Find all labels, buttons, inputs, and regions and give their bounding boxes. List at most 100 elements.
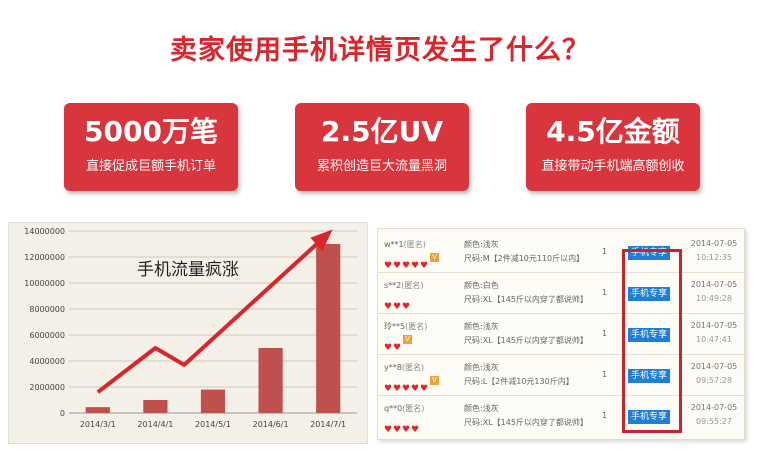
anonymous-label: (匿名) <box>401 281 424 290</box>
trend-arrow-head <box>310 229 333 252</box>
stat-card-amount: 4.5亿金额 直接带动手机端高额创收 <box>526 103 700 191</box>
order-row: y**8(匿名) ♥♥♥♥♥V 颜色:浅灰 尺码:L【2件减10元130斤内】 1 手机专… <box>378 356 746 396</box>
anonymous-label: (匿名) <box>403 240 426 249</box>
size-attr: 尺码:XL【145斤以内穿了都说帅】 <box>464 417 588 428</box>
stat-caption: 直接带动手机端高额创收 <box>541 159 685 174</box>
size-tag: 【2件减10元130斤内】 <box>487 377 574 386</box>
heart-icon: ♥ <box>402 384 411 394</box>
quantity: 1 <box>602 288 608 297</box>
y-tick-label: 0 <box>60 409 65 418</box>
heart-icon: ♥ <box>411 425 420 435</box>
order-row: s**2(匿名) ♥♥♥ 颜色:白色 尺码:XL【145斤以内穿了都说帅】 1 手机专享 2… <box>378 274 746 314</box>
mobile-exclusive-badge: 手机专享 <box>628 287 671 301</box>
order-date: 2014-07-05 <box>690 403 738 412</box>
order-date: 2014-07-05 <box>690 239 738 248</box>
buyer-credit: ♥♥♥♥♥V <box>384 253 439 271</box>
anonymous-label: (匿名) <box>402 404 425 413</box>
order-row: w**1(匿名) ♥♥♥♥♥V 颜色:浅灰 尺码:M【2件减10元110斤以内】 1 手机… <box>378 233 746 273</box>
bar <box>143 400 168 413</box>
heart-icon: ♥ <box>393 302 402 312</box>
color-attr: 颜色:浅灰 <box>464 322 499 331</box>
size-tag: 【2件减10元110斤以内】 <box>489 254 585 263</box>
size-attr: 尺码:XL【145斤以内穿了都说帅】 <box>464 335 588 346</box>
mobile-exclusive-highlight <box>622 249 682 433</box>
vip-icon: V <box>430 376 439 385</box>
buyer-credit: ♥♥♥ <box>384 294 411 312</box>
stat-value: 5000万笔 <box>84 115 218 148</box>
heart-icon: ♥ <box>384 261 393 271</box>
buyer-id: 玲**5 <box>384 322 406 331</box>
traffic-chart-svg: 0 2000000 4000000 6000000 8000000 10000000 120… <box>24 227 357 429</box>
mobile-exclusive-badge: 手机专享 <box>628 369 671 383</box>
anonymous-label: (匿名) <box>401 363 425 372</box>
stat-card-uv: 2.5亿UV 累积创造巨大流量黑洞 <box>295 103 469 191</box>
size-tag: 【145斤以内穿了都说帅】 <box>492 336 588 345</box>
size-label: 尺码:M <box>464 254 490 263</box>
stat-value: 2.5亿UV <box>320 115 443 148</box>
stat-caption: 累积创造巨大流量黑洞 <box>316 159 447 174</box>
x-tick-label: 2014/3/1 <box>80 420 116 429</box>
buyer-credit: ♥♥♥♥♥V <box>384 376 439 394</box>
heart-icon: ♥ <box>411 261 420 271</box>
size-label: 尺码:XL <box>464 295 493 304</box>
heart-icon: ♥ <box>420 261 429 271</box>
trend-arrow <box>96 232 330 394</box>
order-time: 09:57:28 <box>696 376 732 385</box>
heart-icon: ♥ <box>402 302 411 312</box>
size-label: 尺码:L <box>464 377 488 386</box>
heart-icon: ♥ <box>402 261 411 271</box>
buyer-id: s**2 <box>384 281 402 290</box>
x-tick-label: 2014/4/1 <box>137 420 173 429</box>
size-label: 尺码:XL <box>464 336 493 345</box>
size-attr: 尺码:L【2件减10元130斤内】 <box>464 376 574 387</box>
stat-card-orders: 5000万笔 直接促成巨额手机订单 <box>64 103 238 191</box>
traffic-chart: 0 2000000 4000000 6000000 8000000 10000000 120… <box>8 222 368 444</box>
y-tick-label: 6000000 <box>29 331 65 340</box>
buyer-id: w**1 <box>384 240 404 249</box>
bar <box>316 244 341 413</box>
order-date: 2014-07-05 <box>690 362 738 371</box>
vip-icon: V <box>430 253 439 262</box>
x-tick-label: 2014/6/1 <box>253 420 289 429</box>
quantity: 1 <box>602 247 608 256</box>
heart-icon: ♥ <box>393 343 402 353</box>
quantity: 1 <box>602 370 608 379</box>
heart-icon: ♥ <box>384 302 393 312</box>
size-attr: 尺码:XL【145斤以内穿了都说帅】 <box>464 294 588 305</box>
color-attr: 颜色:白色 <box>464 281 499 290</box>
heart-icon: ♥ <box>384 343 393 353</box>
size-attr: 尺码:M【2件减10元110斤以内】 <box>464 253 584 264</box>
y-tick-label: 4000000 <box>29 357 65 366</box>
order-time: 10:49:28 <box>696 294 732 303</box>
stat-value: 4.5亿金额 <box>546 115 680 148</box>
chart-annotation: 手机流量疯涨 <box>137 260 239 280</box>
mobile-exclusive-badge: 手机专享 <box>628 410 671 424</box>
bar <box>200 389 226 413</box>
buyer-name: s**2(匿名) <box>384 280 424 291</box>
order-time: 09:55:27 <box>696 417 732 426</box>
y-tick-label: 2000000 <box>29 383 65 392</box>
size-label: 尺码:XL <box>464 418 493 427</box>
mobile-exclusive-badge: 手机专享 <box>628 328 671 342</box>
order-time: 10:47:41 <box>696 335 732 344</box>
heart-icon: ♥ <box>393 384 402 394</box>
anonymous-label: (匿名) <box>405 322 428 331</box>
heart-icon: ♥ <box>384 384 393 394</box>
page-headline: 卖家使用手机详情页发生了什么？ <box>170 35 590 66</box>
buyer-credit: ♥♥♥♥ <box>384 417 420 435</box>
y-tick-label: 14000000 <box>24 227 65 236</box>
order-date: 2014-07-05 <box>690 321 738 330</box>
color-attr: 颜色:浅灰 <box>464 240 499 249</box>
bar <box>85 407 110 413</box>
buyer-name: w**1(匿名) <box>384 239 426 250</box>
x-tick-label: 2014/7/1 <box>310 420 346 429</box>
y-tick-label: 8000000 <box>29 305 65 314</box>
heart-icon: ♥ <box>402 425 411 435</box>
quantity: 1 <box>602 329 608 338</box>
orders-list: w**1(匿名) ♥♥♥♥♥V 颜色:浅灰 尺码:M【2件减10元110斤以内】 1 手机… <box>377 228 746 440</box>
heart-icon: ♥ <box>393 261 402 271</box>
heart-icon: ♥ <box>420 384 429 394</box>
buyer-name: 玲**5(匿名) <box>384 321 427 332</box>
order-row: 玲**5(匿名) ♥♥V 颜色:浅灰 尺码:XL【145斤以内穿了都说帅】 1 手机专享 2… <box>378 315 746 355</box>
heart-icon: ♥ <box>393 425 402 435</box>
